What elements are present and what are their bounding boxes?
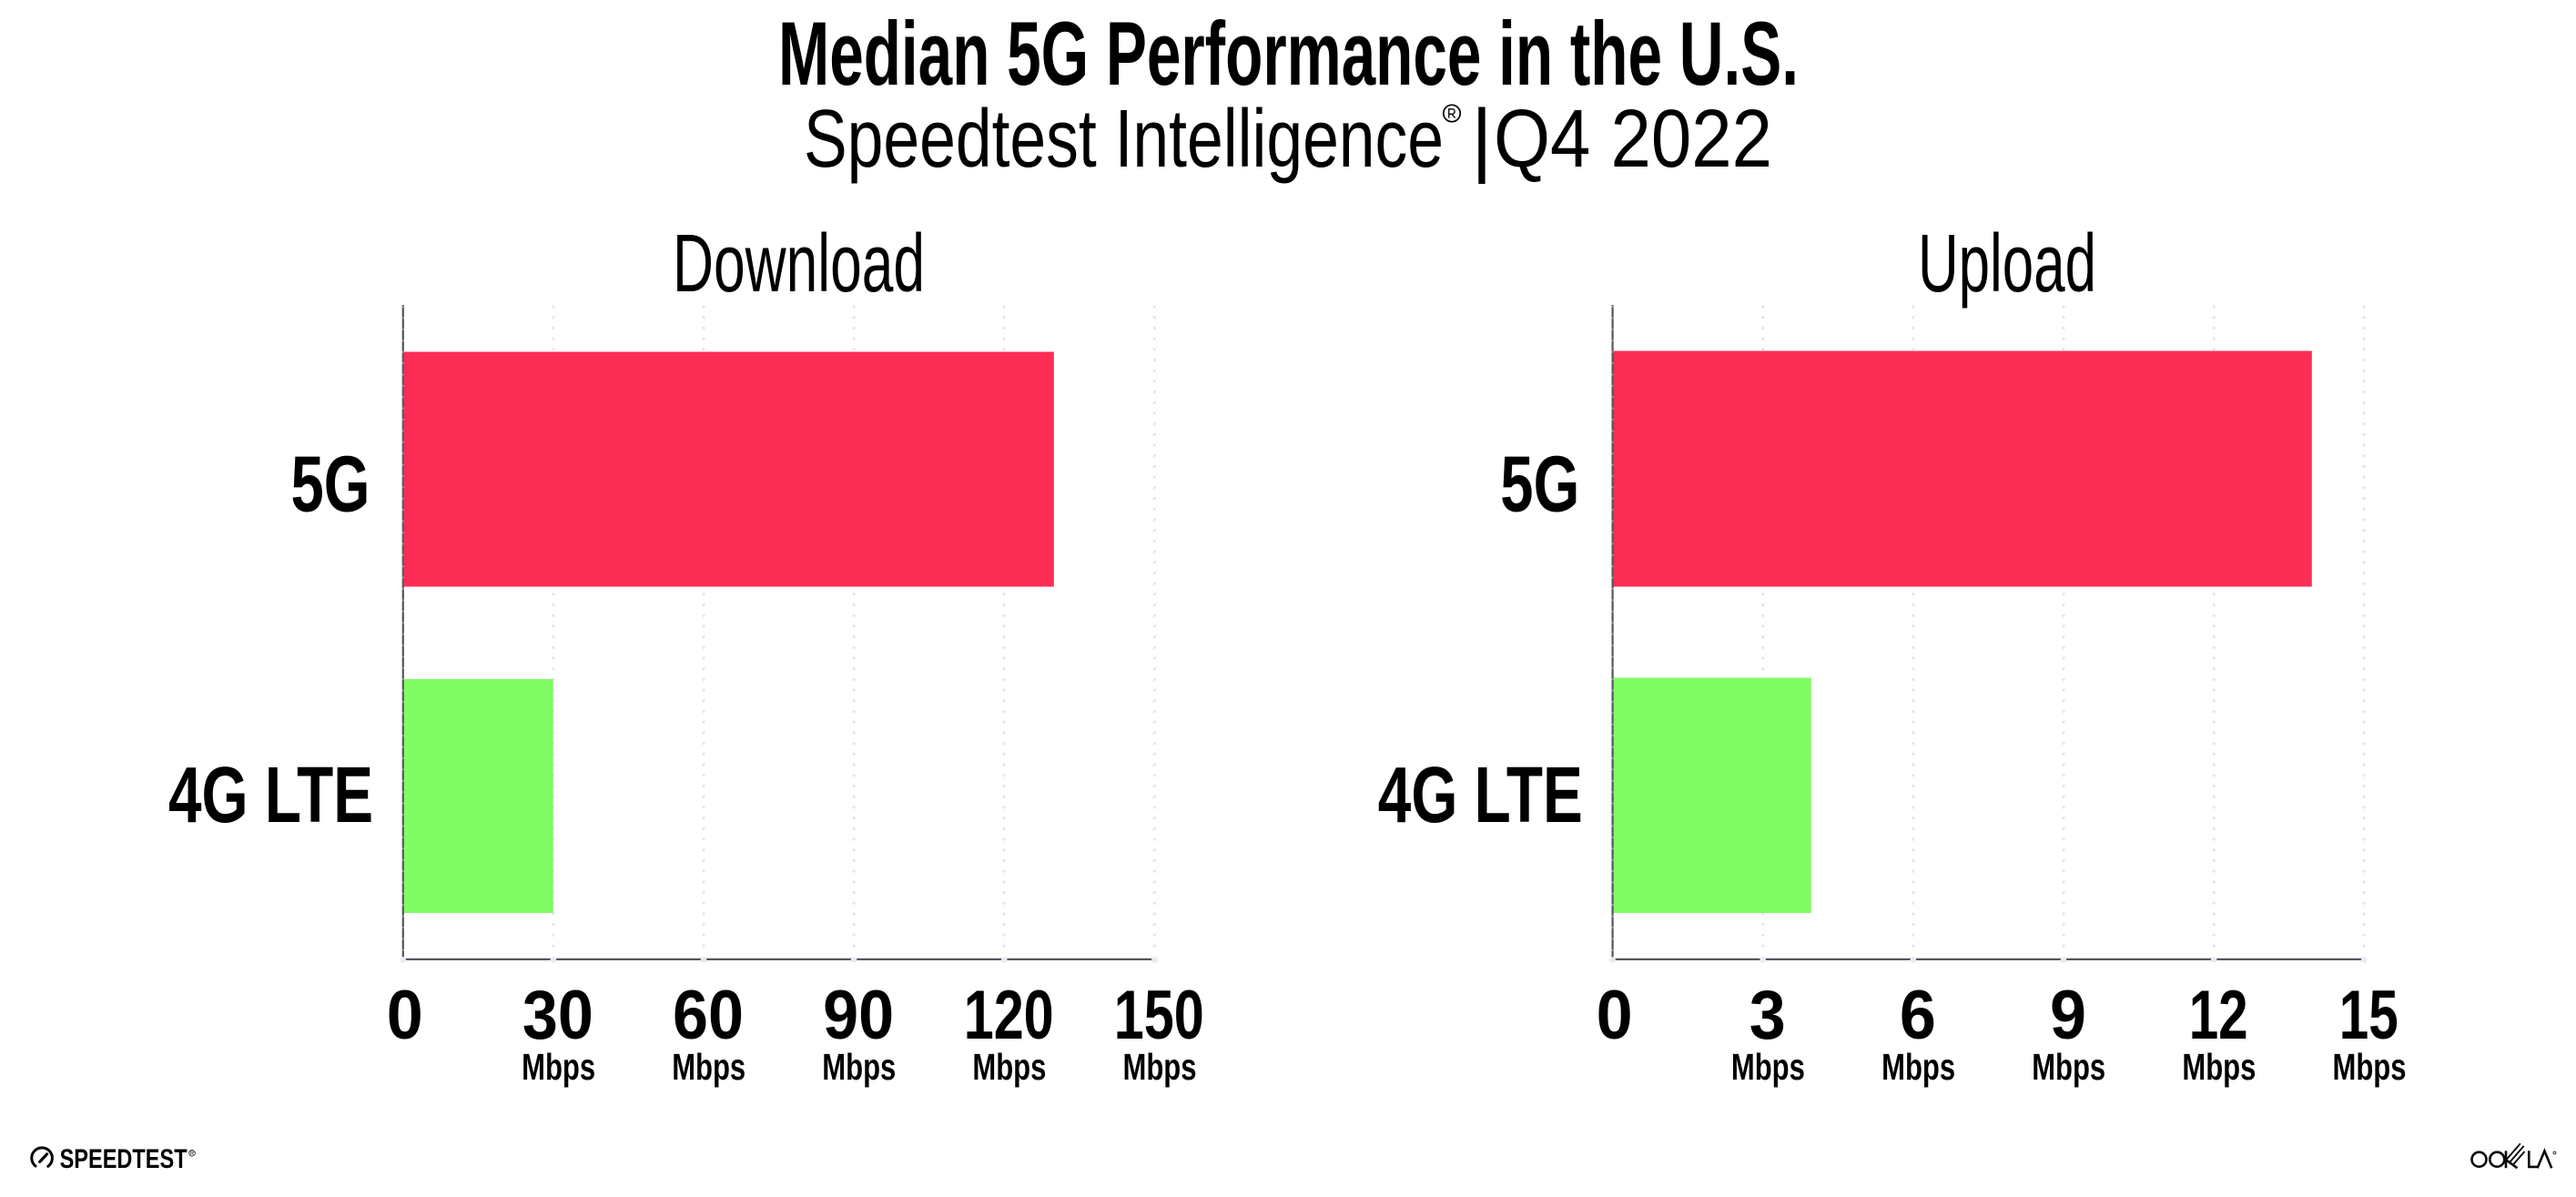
svg-text:|: | (1471, 94, 1492, 185)
svg-text:Mbps: Mbps (672, 1046, 745, 1088)
svg-text:120: 120 (964, 977, 1054, 1054)
svg-text:Upload: Upload (1918, 218, 2096, 309)
svg-text:15: 15 (2339, 977, 2399, 1054)
svg-text:0: 0 (387, 977, 423, 1054)
svg-text:5G: 5G (291, 440, 370, 528)
svg-text:SPEEDTEST: SPEEDTEST (60, 1144, 188, 1174)
svg-text:5G: 5G (1500, 440, 1579, 528)
svg-text:Mbps: Mbps (822, 1046, 896, 1088)
svg-text:60: 60 (673, 977, 744, 1054)
svg-text:Mbps: Mbps (1123, 1046, 1197, 1088)
svg-text:Mbps: Mbps (2032, 1046, 2105, 1088)
svg-text:3: 3 (1749, 977, 1786, 1054)
svg-text:Mbps: Mbps (972, 1046, 1046, 1088)
svg-text:Download: Download (673, 218, 925, 309)
svg-text:6: 6 (1900, 977, 1936, 1054)
svg-text:Mbps: Mbps (1881, 1046, 1955, 1088)
svg-text:30: 30 (522, 977, 593, 1054)
svg-text:Mbps: Mbps (2333, 1046, 2407, 1088)
svg-text:0: 0 (1597, 977, 1633, 1054)
svg-text:12: 12 (2189, 977, 2248, 1054)
svg-text:Q4 2022: Q4 2022 (1494, 94, 1772, 185)
svg-text:Median 5G Performance in the U: Median 5G Performance in the U.S. (778, 3, 1799, 104)
svg-text:Mbps: Mbps (2182, 1046, 2256, 1088)
svg-text:4G LTE: 4G LTE (1378, 751, 1583, 839)
svg-text:Mbps: Mbps (1731, 1046, 1805, 1088)
svg-text:9: 9 (2050, 977, 2086, 1054)
svg-text:Mbps: Mbps (522, 1046, 595, 1088)
svg-text:Speedtest Intelligence: Speedtest Intelligence (804, 94, 1444, 185)
svg-text:90: 90 (823, 977, 894, 1054)
svg-text:4G LTE: 4G LTE (168, 751, 373, 839)
svg-text:150: 150 (1114, 977, 1204, 1054)
